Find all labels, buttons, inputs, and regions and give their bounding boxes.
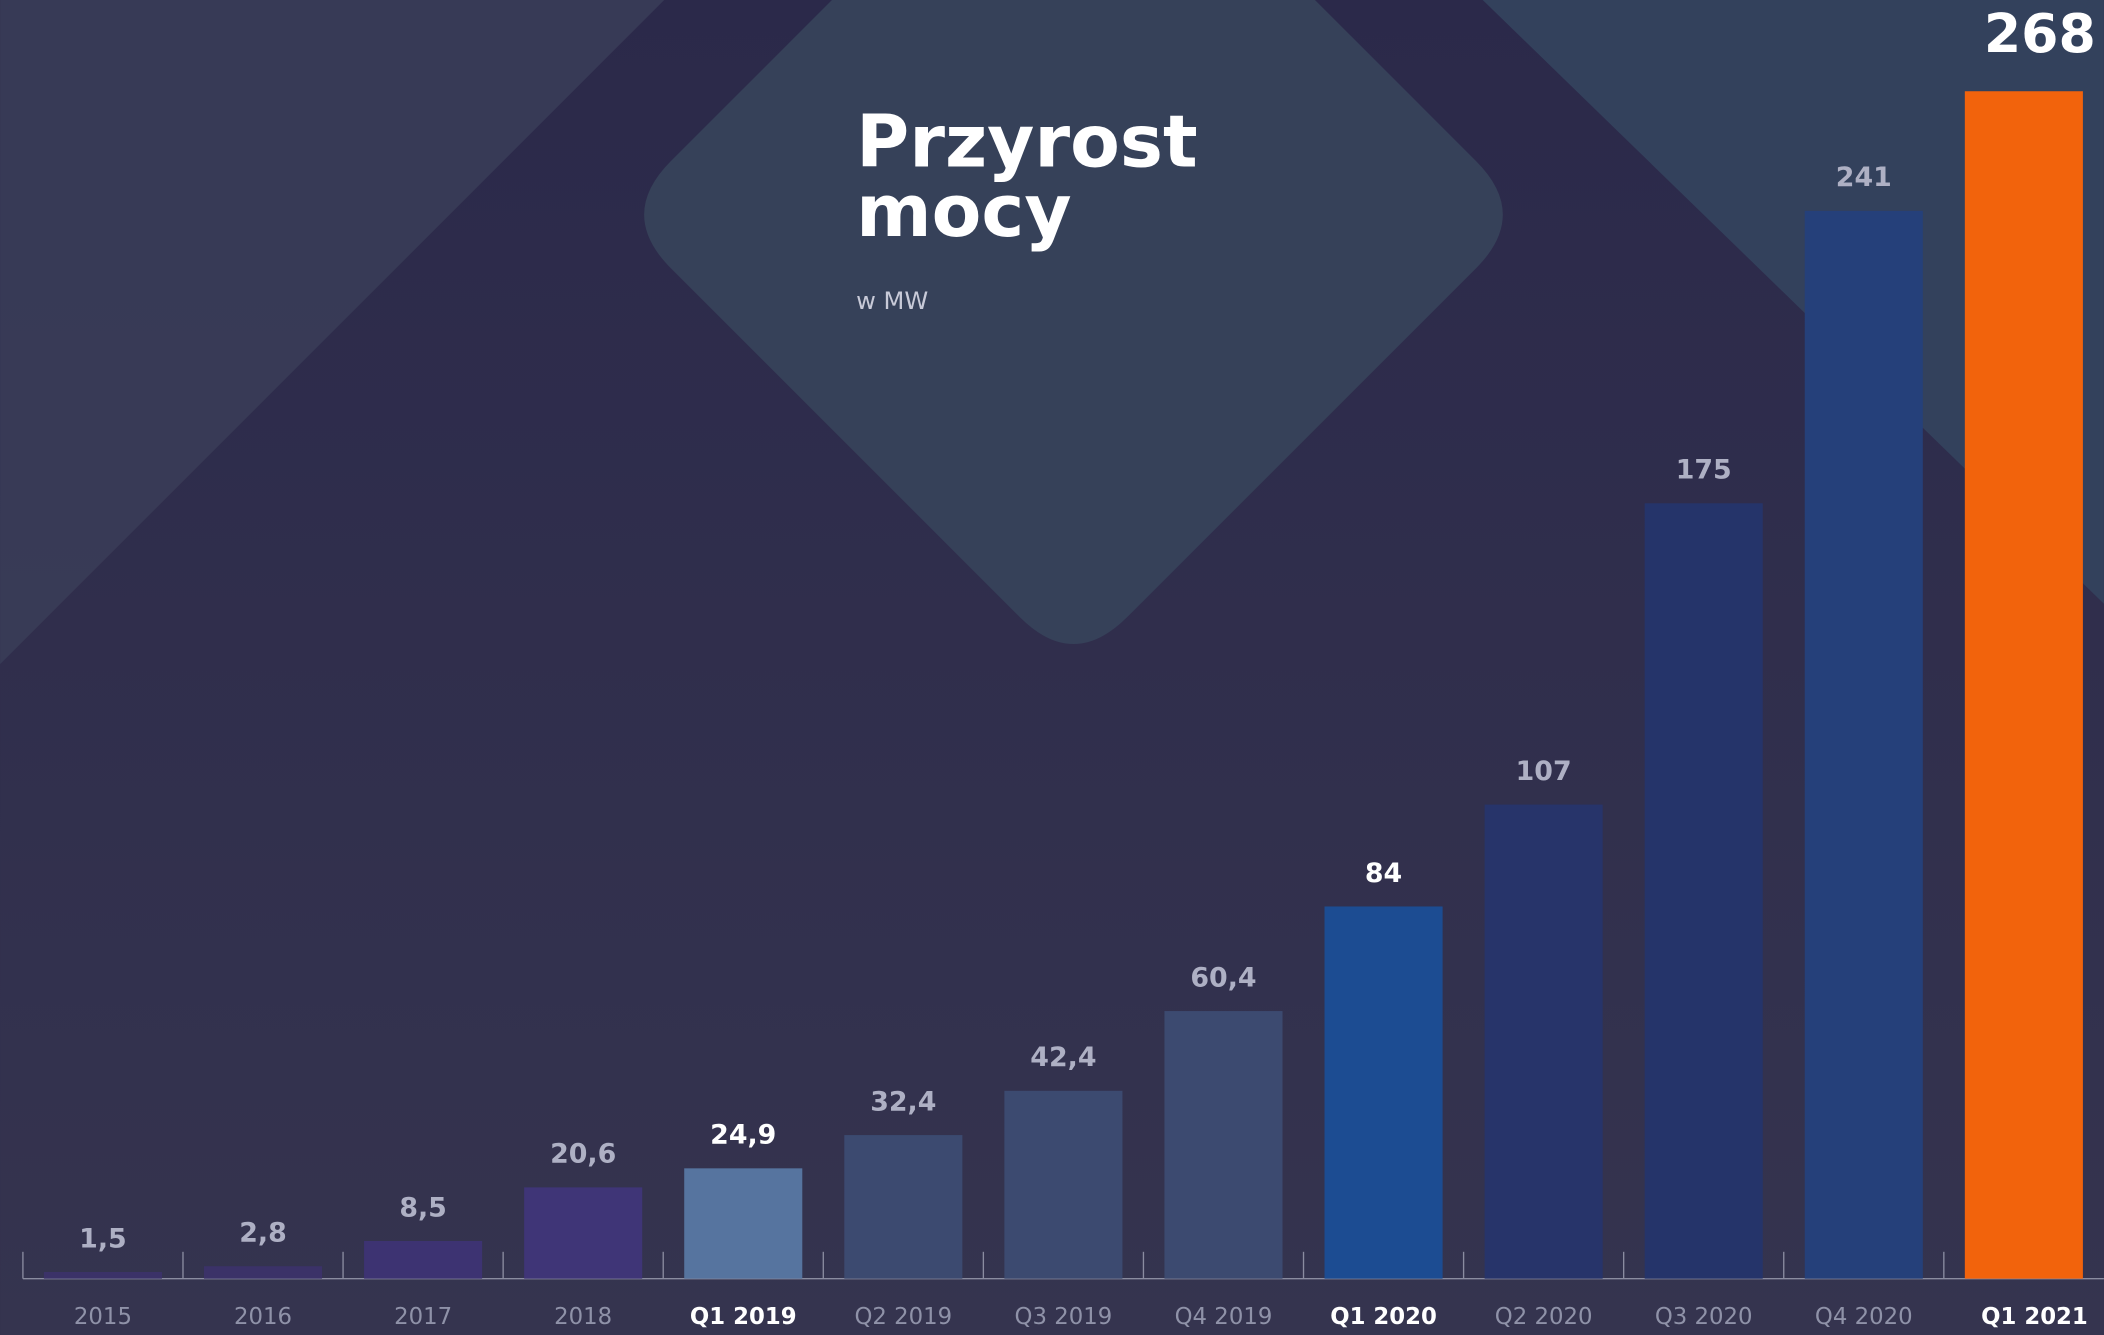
bar: [684, 1168, 803, 1279]
x-tick-label: 2016: [234, 1304, 292, 1330]
bar: [1804, 210, 1923, 1279]
value-label: 241: [1836, 162, 1892, 193]
chart-title: Przyrost mocy: [856, 107, 1198, 254]
bg-shape: [644, 0, 1503, 645]
bar: [203, 1266, 323, 1279]
x-tick-label: Q3 2020: [1655, 1304, 1753, 1330]
value-label: 20,6: [550, 1139, 616, 1170]
x-tick-label: Q2 2019: [854, 1304, 952, 1330]
bg-shape: [0, 0, 665, 665]
value-label: 175: [1676, 455, 1732, 486]
value-label: 60,4: [1190, 962, 1256, 993]
bar: [1484, 804, 1603, 1279]
x-tick-label: Q1 2021: [1981, 1304, 2088, 1330]
bar: [1644, 503, 1763, 1279]
title-box: Przyrost mocy: [856, 107, 1198, 254]
value-label: 107: [1516, 756, 1572, 787]
value-label: 1,5: [79, 1223, 127, 1254]
x-tick-label: Q4 2019: [1175, 1304, 1273, 1330]
chart-subtitle: w MW: [856, 287, 928, 315]
value-label: 2,8: [239, 1218, 287, 1249]
x-tick-label: Q2 2020: [1495, 1304, 1593, 1330]
x-tick-label: Q1 2020: [1330, 1304, 1437, 1330]
bar: [364, 1240, 483, 1279]
value-label: 32,4: [870, 1086, 936, 1117]
bar: [1004, 1090, 1123, 1279]
x-tick-label: Q1 2019: [690, 1304, 797, 1330]
x-tick-label: 2015: [74, 1304, 132, 1330]
bar: [844, 1135, 963, 1279]
bar: [1164, 1011, 1283, 1279]
value-label: 24,9: [710, 1120, 776, 1151]
value-label: 8,5: [399, 1192, 447, 1223]
value-label: 268: [1984, 2, 2096, 65]
bar: [1964, 91, 2083, 1279]
x-tick-label: 2017: [394, 1304, 452, 1330]
bar: [524, 1187, 643, 1279]
value-label: 42,4: [1030, 1042, 1096, 1073]
value-label: 84: [1365, 858, 1402, 889]
x-tick-label: Q4 2020: [1815, 1304, 1913, 1330]
bar: [43, 1272, 162, 1279]
bar: [1324, 906, 1443, 1279]
x-tick-label: 2018: [554, 1304, 612, 1330]
x-tick-label: Q3 2019: [1015, 1304, 1113, 1330]
